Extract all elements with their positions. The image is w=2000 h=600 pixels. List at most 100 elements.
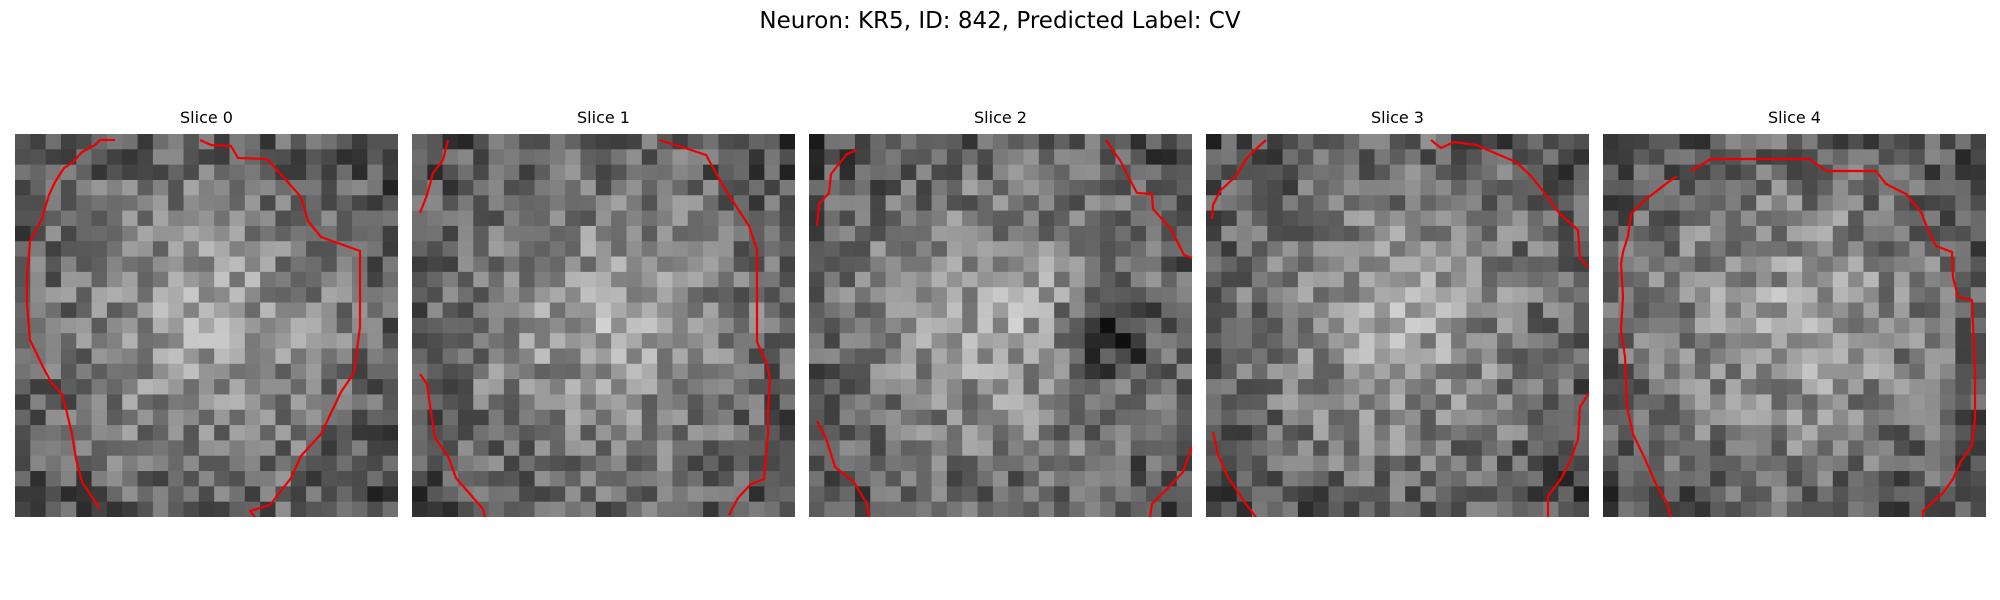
image-pixel — [1130, 425, 1147, 441]
image-pixel — [809, 225, 825, 242]
image-pixel — [457, 164, 474, 181]
image-pixel — [1435, 501, 1452, 517]
image-pixel — [1558, 134, 1575, 150]
image-pixel — [733, 501, 750, 517]
image-pixel — [427, 287, 444, 304]
image-pixel — [1328, 409, 1345, 426]
image-pixel — [168, 179, 185, 196]
image-pixel — [244, 394, 261, 411]
image-pixel — [1909, 287, 1926, 304]
image-pixel — [779, 287, 795, 304]
image-pixel — [900, 486, 917, 503]
image-pixel — [1100, 287, 1116, 304]
image-pixel — [595, 179, 612, 196]
image-pixel — [91, 486, 108, 503]
image-pixel — [1756, 271, 1773, 288]
image-pixel — [611, 471, 627, 487]
image-pixel — [1282, 501, 1299, 517]
image-pixel — [244, 271, 261, 288]
image-pixel — [764, 348, 781, 365]
image-pixel — [1694, 348, 1711, 365]
image-pixel — [1664, 241, 1681, 258]
slice-title-2: Slice 2 — [974, 108, 1027, 127]
image-pixel — [1251, 149, 1268, 166]
image-pixel — [1648, 425, 1665, 441]
image-pixel — [1802, 256, 1818, 273]
image-pixel — [1740, 134, 1757, 150]
image-pixel — [1359, 225, 1376, 242]
image-pixel — [290, 164, 307, 181]
image-pixel — [427, 271, 444, 288]
image-pixel — [733, 379, 750, 395]
image-pixel — [198, 317, 215, 334]
image-pixel — [870, 271, 887, 288]
image-pixel — [595, 134, 612, 150]
image-pixel — [1756, 486, 1773, 503]
image-pixel — [1313, 195, 1330, 212]
image-pixel — [1405, 379, 1421, 395]
image-pixel — [764, 409, 781, 426]
image-pixel — [1940, 425, 1956, 441]
image-pixel — [672, 409, 689, 426]
image-pixel — [15, 455, 31, 472]
image-pixel — [565, 134, 582, 150]
image-pixel — [1221, 287, 1238, 304]
image-pixel — [1863, 394, 1880, 411]
image-pixel — [1466, 302, 1483, 319]
image-pixel — [488, 271, 505, 288]
image-pixel — [30, 195, 47, 212]
image-pixel — [473, 471, 490, 487]
image-pixel — [1512, 501, 1529, 517]
image-pixel — [611, 195, 627, 212]
image-pixel — [657, 271, 673, 288]
image-pixel — [764, 241, 781, 258]
image-pixel — [15, 501, 31, 517]
image-pixel — [1054, 195, 1070, 212]
image-pixel — [824, 287, 841, 304]
image-pixel — [1924, 256, 1941, 273]
image-pixel — [76, 256, 93, 273]
image-pixel — [76, 134, 93, 150]
image-pixel — [1909, 363, 1926, 380]
image-pixel — [657, 149, 673, 166]
image-pixel — [1543, 425, 1559, 441]
image-pixel — [1618, 149, 1635, 166]
image-pixel — [168, 225, 185, 242]
image-pixel — [916, 271, 933, 288]
image-pixel — [839, 455, 856, 472]
image-pixel — [214, 302, 230, 319]
image-pixel — [1955, 363, 1972, 380]
image-pixel — [1955, 471, 1972, 487]
image-pixel — [1603, 302, 1619, 319]
image-pixel — [1389, 317, 1406, 334]
image-pixel — [1374, 302, 1391, 319]
image-pixel — [382, 394, 398, 411]
image-pixel — [824, 409, 841, 426]
image-pixel — [1481, 348, 1498, 365]
image-pixel — [626, 302, 643, 319]
image-pixel — [137, 363, 154, 380]
image-pixel — [1405, 210, 1421, 227]
image-pixel — [1909, 471, 1926, 487]
image-pixel — [1343, 486, 1360, 503]
image-pixel — [900, 409, 917, 426]
image-pixel — [854, 271, 871, 288]
image-pixel — [854, 149, 871, 166]
image-pixel — [916, 440, 933, 457]
image-pixel — [76, 210, 93, 227]
image-pixel — [1236, 363, 1253, 380]
image-pixel — [1802, 379, 1818, 395]
image-pixel — [1924, 134, 1941, 150]
image-pixel — [367, 241, 384, 258]
image-pixel — [1863, 134, 1880, 150]
image-pixel — [764, 379, 781, 395]
image-pixel — [152, 425, 169, 441]
image-pixel — [1146, 363, 1162, 380]
image-pixel — [275, 455, 292, 472]
image-pixel — [457, 409, 474, 426]
image-pixel — [1481, 256, 1498, 273]
image-pixel — [565, 241, 582, 258]
image-pixel — [382, 256, 398, 273]
image-pixel — [1848, 179, 1864, 196]
image-pixel — [1603, 317, 1619, 334]
